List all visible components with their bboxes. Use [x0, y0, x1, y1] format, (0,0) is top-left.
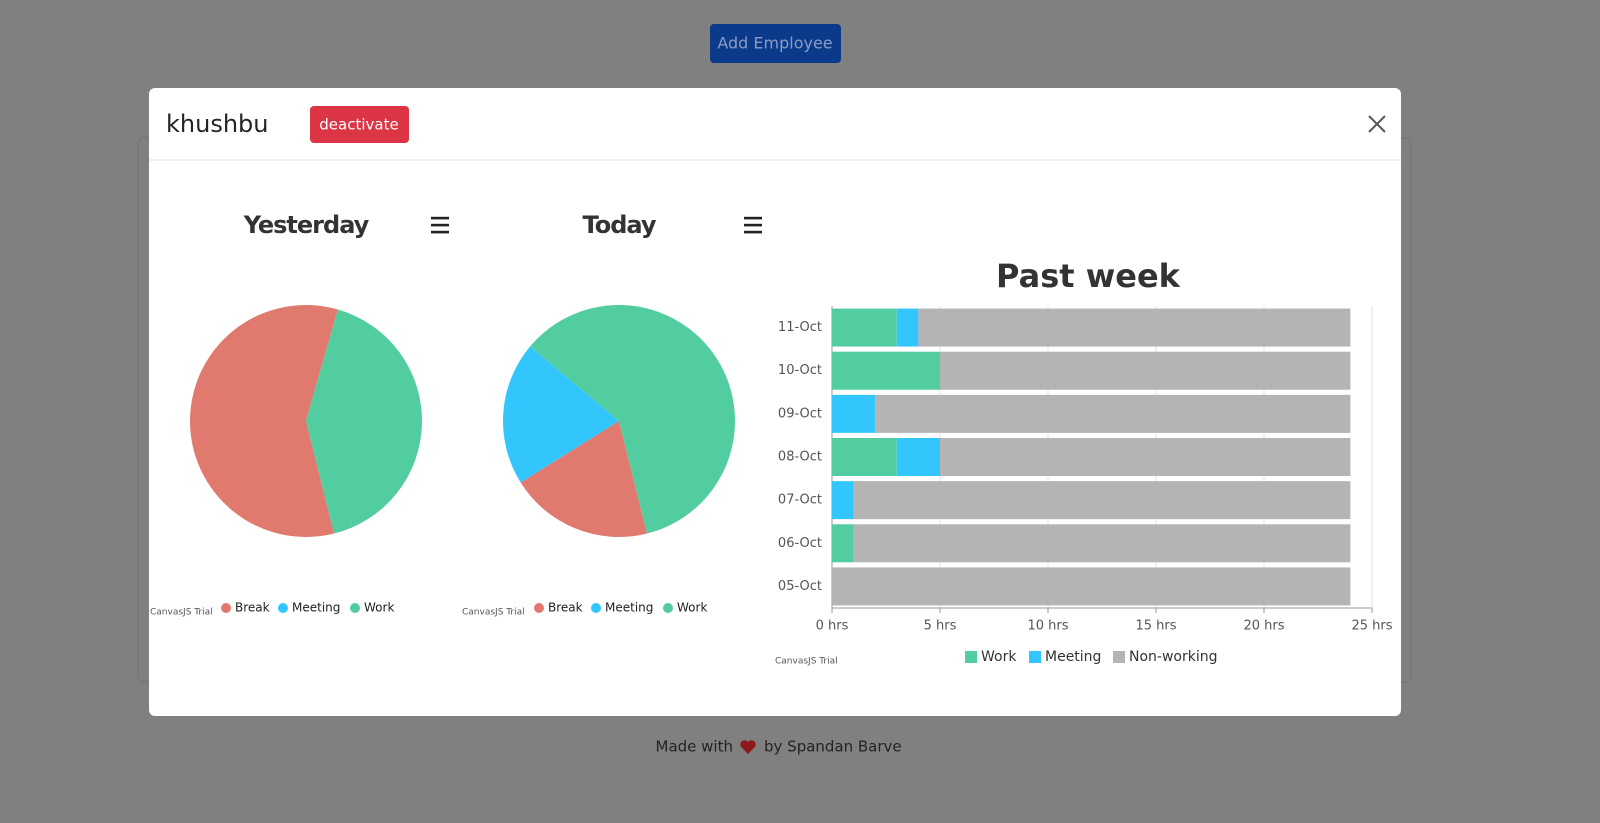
x-tick-label: 5 hrs: [924, 619, 957, 634]
add-employee-button[interactable]: Add Employee: [710, 24, 841, 63]
footer-text: by Spandan Barve: [764, 738, 902, 756]
deactivate-button[interactable]: deactivate: [310, 106, 409, 143]
button-bg: [710, 24, 841, 63]
bar-segment: [832, 524, 854, 563]
pie-slice: [520, 421, 648, 537]
legend-label: Break: [548, 601, 583, 615]
menu-icon[interactable]: [744, 223, 762, 227]
footer: Made with by Spandan Barve: [656, 738, 902, 756]
credit: CanvasJS Trial: [775, 657, 838, 667]
legend-marker: [1113, 651, 1125, 663]
pie-slice: [306, 309, 422, 534]
heart-icon: [740, 740, 756, 754]
legend-marker: [965, 651, 977, 663]
chart-title: Past week: [996, 257, 1181, 295]
x-tick-label: 20 hrs: [1243, 619, 1284, 634]
menu-icon[interactable]: [744, 216, 762, 220]
menu-icon[interactable]: [431, 216, 449, 220]
bar-segment: [832, 351, 940, 390]
button-label: deactivate: [319, 116, 398, 134]
button-bg: [310, 106, 409, 143]
legend-label: Meeting: [292, 601, 340, 615]
y-tick-label: 08-Oct: [778, 450, 822, 465]
y-tick-label: 05-Oct: [778, 579, 822, 594]
legend-label: Non-working: [1129, 649, 1218, 665]
bar-segment: [896, 308, 919, 347]
bar-segment: [918, 308, 1351, 347]
close-button[interactable]: [1368, 115, 1386, 133]
menu-icon[interactable]: [744, 230, 762, 234]
y-tick-label: 09-Oct: [778, 406, 822, 421]
x-tick-label: 15 hrs: [1135, 619, 1176, 634]
bar-segment: [832, 567, 1351, 606]
legend-label: Meeting: [1045, 649, 1101, 665]
legend-marker: [591, 603, 601, 613]
modal-title: khushbu: [166, 110, 268, 138]
bar-segment: [853, 481, 1351, 520]
bar-segment: [853, 524, 1351, 563]
chart-title: Today: [583, 211, 657, 239]
bar-segment: [832, 394, 876, 433]
bar-segment: [896, 438, 940, 476]
legend-marker: [221, 603, 231, 613]
bar-segment: [940, 438, 1351, 476]
bar-segment: [832, 308, 897, 347]
legend-marker: [534, 603, 544, 613]
pie-slice: [190, 305, 338, 537]
legend-marker: [1029, 651, 1041, 663]
x-tick-label: 0 hrs: [816, 619, 849, 634]
legend-label: Work: [364, 601, 394, 615]
legend-label: Work: [981, 649, 1017, 665]
legend-label: Work: [677, 601, 707, 615]
pie-slice: [503, 346, 619, 483]
menu-icon[interactable]: [431, 223, 449, 227]
legend-marker: [350, 603, 360, 613]
y-tick-label: 07-Oct: [778, 493, 822, 508]
legend-label: Break: [235, 601, 270, 615]
credit: CanvasJS Trial: [150, 608, 213, 618]
bar-segment: [940, 351, 1351, 390]
pie-slice: [530, 305, 735, 534]
footer-text: Made with: [656, 738, 733, 756]
button-label: Add Employee: [717, 34, 832, 53]
legend-marker: [278, 603, 288, 613]
legend-marker: [663, 603, 673, 613]
credit: CanvasJS Trial: [462, 608, 525, 618]
bar-segment: [832, 438, 897, 476]
bar-segment: [832, 481, 854, 520]
x-tick-label: 10 hrs: [1027, 619, 1068, 634]
chart-title: Yesterday: [243, 211, 370, 239]
menu-icon[interactable]: [431, 230, 449, 234]
y-tick-label: 11-Oct: [778, 320, 822, 335]
bar-segment: [875, 394, 1351, 433]
close-icon: [1368, 115, 1386, 133]
y-tick-label: 10-Oct: [778, 363, 822, 378]
x-tick-label: 25 hrs: [1351, 619, 1392, 634]
legend-label: Meeting: [605, 601, 653, 615]
y-tick-label: 06-Oct: [778, 536, 822, 551]
